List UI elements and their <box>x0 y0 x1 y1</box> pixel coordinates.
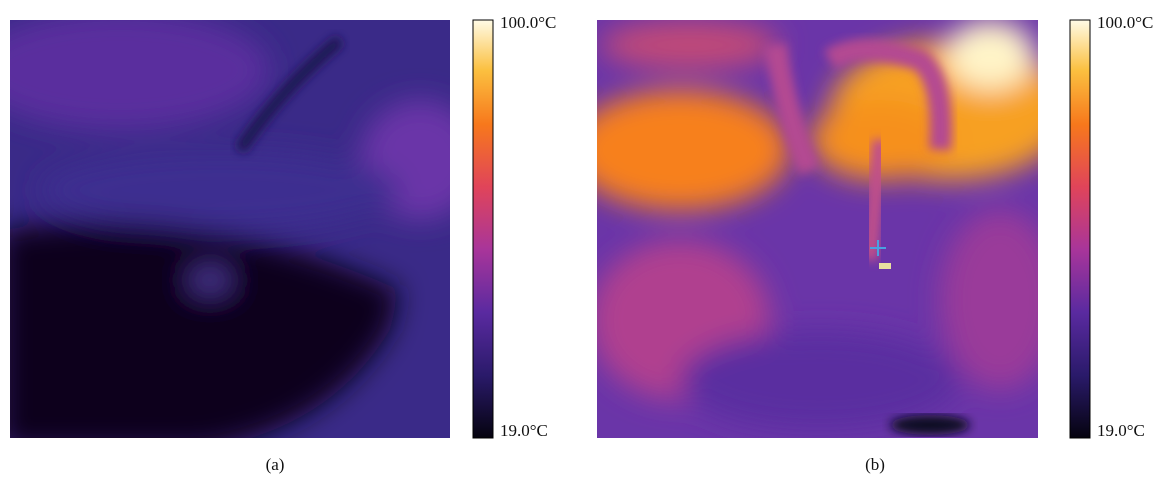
thermal-image-b <box>570 20 1070 438</box>
colorbar <box>473 20 493 438</box>
colorbar-min-label: 19.0°C <box>1097 421 1145 440</box>
thermal-image-a <box>0 10 480 450</box>
colorbar-max-label: 100.0°C <box>1097 13 1153 32</box>
colorbar-max-label: 100.0°C <box>500 13 556 32</box>
colorbar <box>1070 20 1090 438</box>
panel-label: (b) <box>865 455 885 474</box>
colorbar-min-label: 19.0°C <box>500 421 548 440</box>
figure: 100.0°C 19.0°C (a) 100.0°C 19.0°C (b) <box>0 0 1174 479</box>
panel-label: (a) <box>266 455 285 474</box>
